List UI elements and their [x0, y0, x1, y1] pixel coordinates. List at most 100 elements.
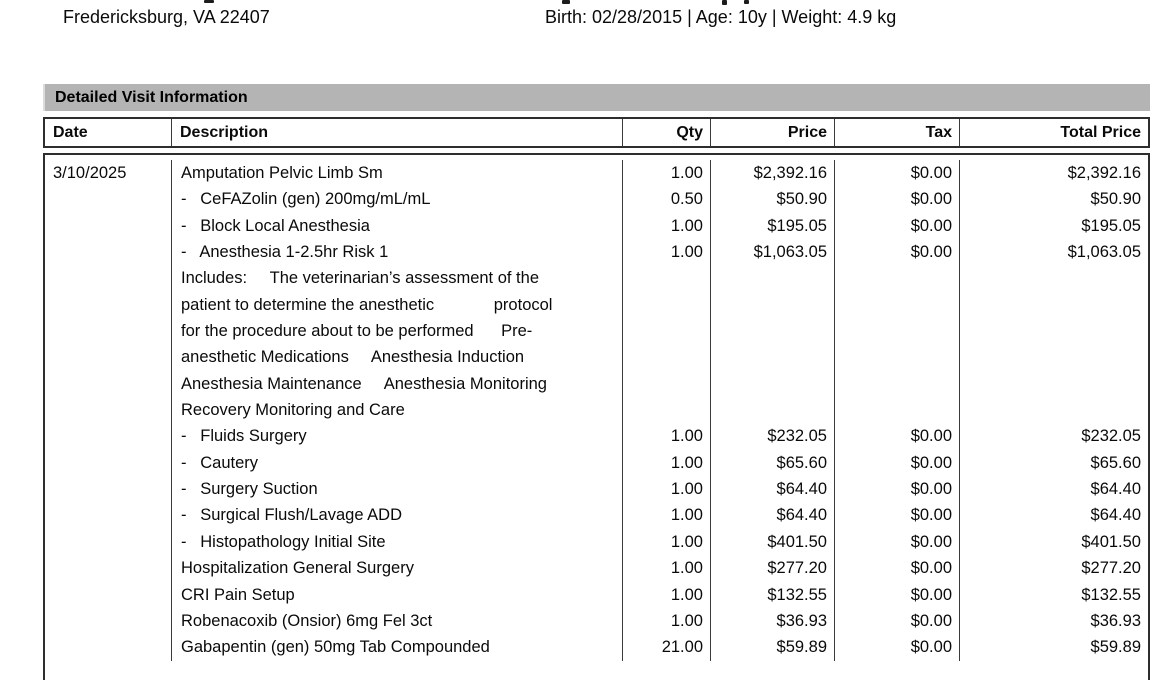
- table-cell-date: [45, 318, 172, 345]
- table-cell-date: [45, 291, 172, 319]
- table-cell-price: $65.60: [711, 449, 835, 477]
- table-cell-date: [45, 370, 172, 398]
- table-cell-total-price: [960, 344, 1148, 370]
- table-cell-tax: $0.00: [835, 528, 960, 556]
- table-cell-tax: $0.00: [835, 160, 960, 187]
- table-cell-total-price: $64.40: [1090, 480, 1141, 499]
- table-cell-qty: 1.00: [623, 160, 711, 187]
- column-header-description: Description: [172, 119, 623, 146]
- table-cell-description: Amputation Pelvic Limb Sm: [172, 160, 623, 187]
- table-cell-date: [45, 212, 172, 240]
- table-cell-price: $50.90: [711, 186, 835, 213]
- table-cell-tax: $0.00: [835, 555, 960, 582]
- table-cell-tax: $0.00: [835, 212, 960, 240]
- column-header-price: Price: [711, 119, 835, 146]
- table-cell-price: [711, 291, 835, 319]
- table-cell-tax: $0.00: [835, 502, 960, 529]
- patient-info-line: Birth: 02/28/2015 | Age: 10y | Weight: 4…: [545, 7, 897, 27]
- table-cell-date: [45, 186, 172, 213]
- section-title: Detailed Visit Information: [55, 89, 248, 106]
- table-cell-description: patient to determine the anesthetic prot…: [172, 291, 623, 319]
- table-cell-date: [45, 476, 172, 503]
- column-header-date: Date: [45, 119, 172, 146]
- table-cell-total-price: [960, 371, 1148, 397]
- table-cell-total-price: $1,063.05: [1067, 243, 1141, 262]
- table-cell-qty: [623, 370, 711, 398]
- table-cell-qty: 1.00: [623, 476, 711, 503]
- table-cell-description: - Cautery: [172, 449, 623, 477]
- table-cell-tax: [835, 318, 960, 345]
- table-cell-date: [45, 239, 172, 266]
- table-cell-description: Anesthesia Maintenance Anesthesia Monito…: [172, 370, 623, 398]
- table-cell-total-price: $232.05: [1081, 427, 1141, 446]
- table-cell-price: $195.05: [711, 212, 835, 240]
- table-cell-description: - Block Local Anesthesia: [172, 212, 623, 240]
- table-cell-date: [45, 581, 172, 608]
- table-cell-description: - CeFAZolin (gen) 200mg/mL/mL: [172, 186, 623, 213]
- table-cell-tax: [835, 370, 960, 398]
- table-cell-total-price: $277.20: [1081, 559, 1141, 578]
- table-cell-date: [45, 502, 172, 529]
- table-cell-price: $277.20: [711, 555, 835, 582]
- table-cell-date: [45, 449, 172, 477]
- table-cell-price: $64.40: [711, 502, 835, 529]
- table-cell-description: Recovery Monitoring and Care: [172, 397, 623, 424]
- table-cell-total-price: $401.50: [1081, 532, 1141, 551]
- table-cell-total-price: $64.40: [1090, 506, 1141, 525]
- column-header-tax: Tax: [835, 119, 960, 146]
- table-cell-tax: $0.00: [835, 186, 960, 213]
- cropped-text-artifact: [722, 0, 727, 5]
- column-header-qty: Qty: [623, 119, 711, 146]
- table-cell-date: [45, 344, 172, 371]
- table-cell-qty: 1.00: [623, 555, 711, 582]
- table-cell-description: - Anesthesia 1-2.5hr Risk 1: [172, 239, 623, 266]
- table-cell-qty: 1.00: [623, 581, 711, 608]
- table-cell-date: [45, 265, 172, 292]
- detail-grid: 3/10/2025 Amputation Pelvic Limb Sm 1.00 $2…: [43, 153, 1150, 680]
- table-cell-qty: 1.00: [623, 502, 711, 529]
- table-cell-price: $1,063.05: [711, 239, 835, 266]
- table-cell-total-price: $36.93: [1090, 611, 1141, 630]
- table-cell-qty: 1.00: [623, 423, 711, 450]
- table-cell-description: Hospitalization General Surgery: [172, 555, 623, 582]
- table-cell-description: - Histopathology Initial Site: [172, 528, 623, 556]
- table-cell-qty: 1.00: [623, 607, 711, 635]
- table-cell-price: $2,392.16: [711, 160, 835, 187]
- table-cell-total-price: $59.89: [1090, 638, 1141, 657]
- table-cell-price: $36.93: [711, 607, 835, 635]
- cropped-text-artifact: [204, 0, 214, 3]
- table-cell-tax: $0.00: [835, 239, 960, 266]
- table-cell-price: [711, 318, 835, 345]
- table-cell-qty: 1.00: [623, 528, 711, 556]
- table-cell-date: [45, 423, 172, 450]
- table-cell-qty: 1.00: [623, 449, 711, 477]
- table-cell-description: Includes: The veterinarian’s assessment …: [172, 265, 623, 292]
- table-cell-total-price: $195.05: [1081, 216, 1141, 235]
- table-cell-total-price: [960, 318, 1148, 344]
- table-cell-qty: [623, 397, 711, 424]
- table-cell-total-price: $50.90: [1090, 190, 1141, 209]
- table-cell-date: [45, 555, 172, 582]
- section-title-bar: Detailed Visit Information: [43, 84, 1150, 111]
- table-cell-price: [711, 397, 835, 424]
- table-cell-price: $232.05: [711, 423, 835, 450]
- column-header-total-price: Total Price: [1060, 124, 1141, 141]
- table-cell-description: CRI Pain Setup: [172, 581, 623, 608]
- table-cell-description: - Surgery Suction: [172, 476, 623, 503]
- table-cell-tax: [835, 397, 960, 424]
- table-cell-price: $401.50: [711, 528, 835, 556]
- table-header-row: Date Description Qty Price Tax Total Pri…: [43, 117, 1150, 148]
- table-cell-price: $64.40: [711, 476, 835, 503]
- table-cell-description: Gabapentin (gen) 50mg Tab Compounded: [172, 634, 623, 661]
- table-cell-price: $132.55: [711, 581, 835, 608]
- table-cell-total-price: $2,392.16: [1067, 164, 1141, 182]
- table-cell-qty: 0.50: [623, 186, 711, 213]
- table-cell-qty: 21.00: [623, 634, 711, 661]
- table-cell-description: for the procedure about to be performed …: [172, 318, 623, 345]
- table-cell-tax: [835, 344, 960, 371]
- table-cell-date: [45, 528, 172, 556]
- table-cell-tax: $0.00: [835, 634, 960, 661]
- table-cell-description: - Surgical Flush/Lavage ADD: [172, 502, 623, 529]
- table-cell-tax: [835, 265, 960, 292]
- table-cell-total-price: [960, 397, 1148, 423]
